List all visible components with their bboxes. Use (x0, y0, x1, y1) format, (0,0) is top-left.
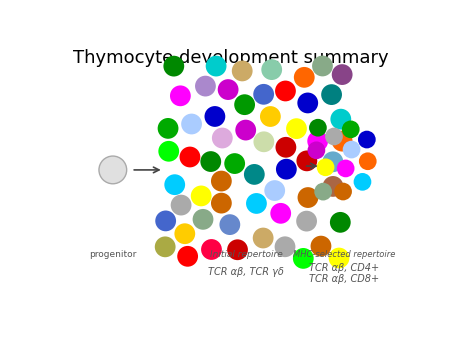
Circle shape (275, 137, 296, 158)
Circle shape (359, 152, 377, 170)
Circle shape (274, 236, 295, 257)
Circle shape (317, 159, 334, 176)
Circle shape (163, 56, 184, 76)
Circle shape (171, 195, 192, 215)
Circle shape (307, 131, 328, 151)
Text: Initial repertoire: Initial repertoire (210, 250, 283, 259)
Circle shape (297, 187, 318, 208)
Circle shape (244, 164, 265, 185)
Circle shape (253, 227, 274, 248)
Circle shape (246, 193, 267, 214)
Circle shape (191, 186, 211, 206)
Circle shape (200, 151, 221, 172)
Circle shape (321, 84, 342, 105)
Circle shape (309, 119, 327, 137)
Circle shape (220, 214, 240, 235)
Circle shape (337, 160, 355, 177)
Circle shape (270, 203, 291, 224)
Circle shape (307, 141, 325, 159)
Circle shape (296, 211, 317, 232)
Circle shape (260, 106, 281, 127)
Text: MHC-selected repertoire: MHC-selected repertoire (292, 250, 395, 259)
Circle shape (195, 76, 216, 96)
Circle shape (170, 86, 191, 106)
Circle shape (253, 131, 274, 152)
Circle shape (180, 147, 200, 167)
Circle shape (297, 150, 317, 171)
Circle shape (276, 159, 297, 179)
Circle shape (312, 55, 333, 76)
Circle shape (334, 183, 352, 200)
Circle shape (253, 84, 274, 105)
Circle shape (328, 248, 350, 268)
Circle shape (211, 193, 232, 214)
Circle shape (293, 248, 314, 269)
Circle shape (294, 67, 315, 88)
Circle shape (323, 151, 343, 172)
Text: TCR αβ, CD8+: TCR αβ, CD8+ (309, 274, 379, 284)
Circle shape (354, 173, 371, 191)
Circle shape (227, 239, 248, 260)
Circle shape (342, 120, 360, 138)
Text: TCR αβ, TCR γδ: TCR αβ, TCR γδ (208, 267, 284, 276)
Circle shape (330, 212, 351, 233)
Circle shape (158, 141, 179, 162)
Circle shape (211, 171, 232, 191)
Circle shape (232, 61, 252, 81)
Circle shape (325, 128, 343, 145)
Circle shape (297, 93, 318, 113)
Text: Thymocyte development summary: Thymocyte development summary (73, 49, 388, 67)
Text: TCR αβ, CD4+: TCR αβ, CD4+ (309, 264, 379, 273)
Circle shape (181, 114, 202, 135)
Circle shape (175, 223, 195, 244)
Circle shape (234, 94, 255, 115)
Circle shape (224, 153, 245, 174)
Circle shape (286, 118, 307, 139)
Circle shape (323, 176, 343, 197)
Circle shape (155, 237, 176, 257)
Circle shape (177, 246, 198, 267)
Circle shape (235, 120, 256, 141)
Circle shape (99, 156, 127, 184)
Circle shape (330, 109, 351, 129)
Circle shape (164, 174, 185, 195)
Circle shape (343, 141, 360, 159)
Circle shape (332, 131, 352, 151)
Circle shape (206, 56, 226, 76)
Circle shape (158, 118, 179, 139)
Circle shape (275, 80, 296, 101)
Circle shape (332, 64, 352, 85)
Circle shape (212, 128, 233, 148)
Text: progenitor: progenitor (89, 250, 136, 259)
Circle shape (218, 79, 238, 100)
Circle shape (314, 183, 332, 200)
Circle shape (193, 209, 213, 230)
Circle shape (201, 239, 222, 260)
Circle shape (261, 59, 282, 80)
Circle shape (204, 106, 225, 127)
Circle shape (310, 236, 331, 257)
Circle shape (264, 180, 285, 201)
Circle shape (358, 131, 376, 148)
Circle shape (155, 211, 176, 231)
